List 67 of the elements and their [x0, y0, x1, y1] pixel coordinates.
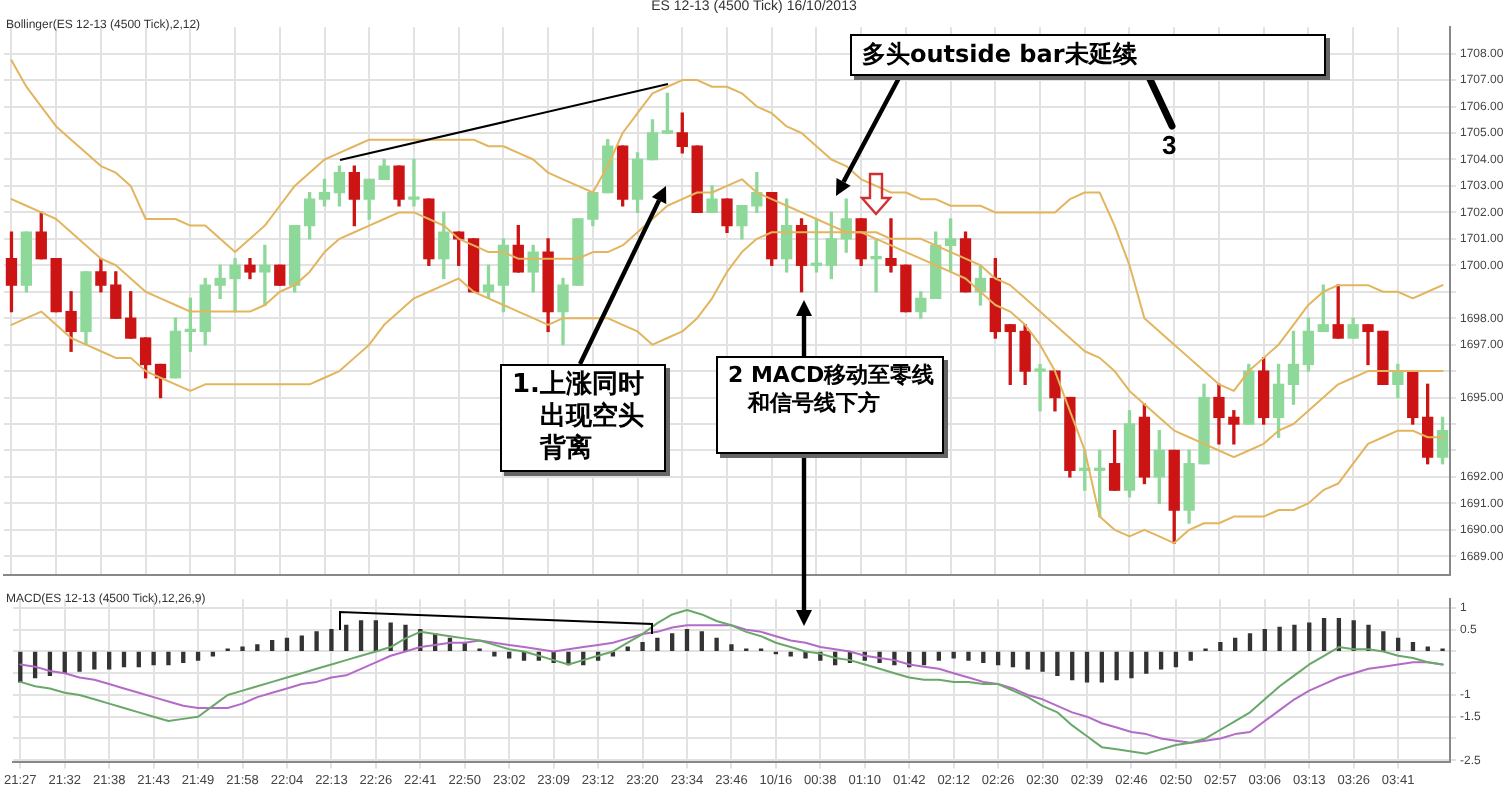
bar: [181, 651, 186, 663]
bar: [1099, 651, 1104, 683]
bar: [936, 651, 942, 661]
bar: [1084, 651, 1090, 683]
bar: [625, 646, 630, 652]
annotation: 3: [1162, 130, 1177, 160]
bar: [1366, 624, 1371, 652]
bar: [314, 631, 319, 652]
bar: [951, 651, 956, 659]
bar: [255, 644, 260, 652]
bar: [1410, 642, 1416, 652]
bar: [269, 639, 275, 652]
bar: [1277, 626, 1282, 652]
callout-box: 2 MACD移动至零线和信号线下方: [716, 356, 944, 454]
bar: [699, 631, 704, 652]
bar: [166, 651, 171, 666]
callout-box: 1.上涨同时出现空头背离: [500, 364, 666, 472]
candlestick: [870, 238, 882, 293]
bar: [329, 629, 334, 652]
bar: [1144, 651, 1149, 674]
bar: [1292, 624, 1297, 652]
bar: [714, 637, 719, 652]
bar: [803, 651, 808, 659]
bar: [1114, 651, 1119, 681]
candlestick: [259, 244, 271, 306]
bar: [684, 629, 690, 652]
bar: [373, 620, 379, 652]
bar: [1188, 651, 1193, 661]
bar: [507, 651, 512, 659]
bar: [1218, 642, 1223, 652]
bar: [284, 637, 290, 652]
bar: [729, 644, 734, 652]
bar: [1173, 651, 1179, 668]
bar: [981, 651, 986, 663]
bar: [344, 624, 349, 652]
bar: [240, 646, 245, 652]
bar: [1070, 651, 1075, 681]
bar: [121, 651, 127, 668]
bar: [1233, 637, 1238, 652]
bar: [1010, 651, 1016, 668]
bar: [966, 651, 971, 661]
bar: [1262, 629, 1267, 652]
callout-box: 多头outside bar未延续: [850, 34, 1326, 76]
bar: [1307, 622, 1312, 652]
bar: [1040, 651, 1045, 672]
candlestick: [408, 158, 420, 207]
bar: [995, 651, 1001, 666]
bar: [195, 651, 201, 661]
bar: [670, 633, 675, 652]
bar: [1321, 618, 1327, 652]
bar: [136, 651, 141, 668]
bar: [151, 651, 156, 666]
bar: [1247, 633, 1253, 652]
candlestick: [1034, 363, 1046, 412]
bar: [492, 651, 497, 657]
bar: [1381, 631, 1386, 652]
bar: [92, 651, 97, 670]
bar: [1129, 651, 1134, 679]
bar: [655, 637, 660, 652]
bar: [1425, 646, 1430, 652]
bar: [77, 651, 82, 672]
bar: [1055, 651, 1060, 677]
bar: [1395, 637, 1401, 652]
bar: [358, 620, 364, 652]
bar: [640, 642, 645, 652]
bar: [921, 651, 927, 666]
bar: [299, 635, 304, 652]
